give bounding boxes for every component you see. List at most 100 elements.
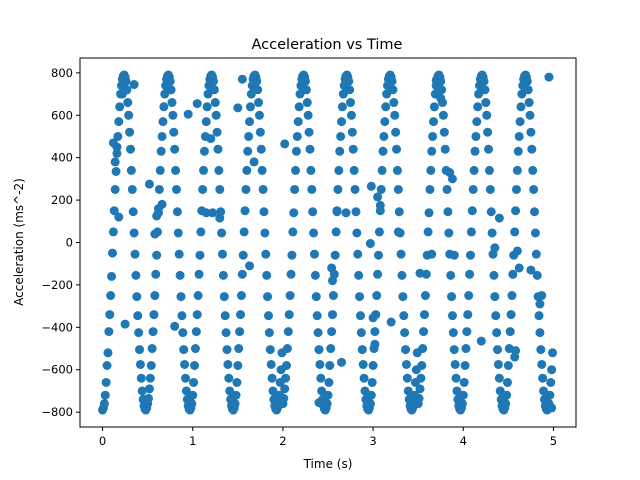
- data-point: [325, 361, 335, 370]
- data-point: [355, 311, 365, 321]
- data-point: [311, 292, 321, 302]
- data-point: [459, 377, 469, 387]
- data-point: [121, 76, 131, 86]
- data-point: [329, 269, 339, 279]
- data-point: [460, 361, 470, 370]
- y-tick-label: 600: [51, 108, 73, 122]
- data-point: [211, 110, 221, 120]
- data-point: [507, 291, 517, 301]
- data-point: [168, 110, 178, 120]
- data-point: [107, 271, 117, 281]
- data-point: [349, 165, 359, 175]
- data-point: [418, 344, 428, 354]
- data-point: [427, 146, 437, 156]
- data-point: [451, 373, 461, 383]
- data-point: [280, 139, 290, 149]
- data-point: [517, 89, 527, 99]
- data-point: [332, 206, 342, 216]
- data-point: [136, 373, 146, 383]
- data-point: [357, 345, 367, 355]
- data-point: [102, 361, 112, 370]
- data-point: [288, 227, 298, 237]
- data-point: [264, 328, 274, 338]
- data-point: [199, 165, 209, 175]
- data-point: [514, 263, 524, 273]
- data-point: [266, 359, 276, 369]
- data-point: [282, 344, 292, 354]
- data-point: [283, 327, 293, 337]
- data-point: [129, 80, 139, 90]
- data-point: [215, 184, 225, 194]
- data-point: [245, 102, 255, 112]
- data-point: [149, 310, 159, 320]
- data-point: [440, 144, 450, 154]
- data-point: [167, 98, 177, 108]
- data-point: [124, 110, 134, 120]
- data-point: [386, 317, 396, 327]
- data-point: [547, 365, 557, 375]
- data-point: [181, 373, 191, 383]
- data-point: [201, 117, 211, 127]
- data-point: [178, 328, 188, 338]
- data-point: [234, 344, 244, 354]
- data-point: [324, 377, 334, 387]
- data-point: [424, 208, 434, 218]
- y-tick-label: −800: [41, 405, 73, 419]
- data-point: [230, 399, 240, 409]
- x-tick-label: 1: [189, 434, 196, 448]
- data-point: [525, 110, 535, 120]
- data-point: [327, 327, 337, 337]
- data-point: [429, 102, 439, 112]
- data-point: [548, 348, 558, 358]
- data-point: [506, 310, 516, 320]
- data-point: [510, 352, 520, 362]
- data-point: [236, 310, 246, 320]
- data-point: [290, 184, 300, 194]
- data-point: [390, 110, 400, 120]
- data-point: [304, 127, 314, 137]
- data-point: [337, 102, 347, 112]
- data-point: [392, 165, 402, 175]
- data-point: [328, 310, 338, 320]
- data-point: [109, 206, 119, 216]
- data-point: [235, 327, 245, 337]
- data-point: [218, 270, 228, 280]
- data-point: [446, 270, 456, 280]
- data-point: [268, 386, 278, 396]
- data-point: [374, 227, 384, 237]
- data-point: [171, 165, 181, 175]
- data-point: [314, 398, 324, 408]
- data-point: [120, 319, 130, 329]
- data-point: [114, 212, 124, 222]
- data-point: [351, 207, 361, 217]
- data-point: [473, 102, 483, 112]
- data-point: [373, 192, 383, 202]
- data-point: [379, 131, 389, 141]
- data-point: [255, 127, 265, 137]
- data-point: [313, 328, 323, 338]
- data-point: [399, 311, 409, 321]
- data-point: [380, 117, 390, 127]
- data-point: [179, 345, 189, 355]
- data-point: [523, 85, 533, 95]
- data-point: [381, 102, 391, 112]
- data-point: [190, 344, 200, 354]
- data-point: [128, 207, 138, 217]
- data-point: [308, 207, 318, 217]
- data-point: [193, 291, 203, 301]
- data-point: [398, 292, 408, 302]
- data-point: [508, 269, 518, 279]
- x-axis: 0 1 2 3 4 5: [99, 427, 557, 448]
- plot-frame: [79, 57, 577, 428]
- data-point: [100, 390, 110, 400]
- data-point: [470, 146, 480, 156]
- y-tick-label: −400: [41, 320, 73, 334]
- data-point: [526, 127, 536, 137]
- data-point: [291, 165, 301, 175]
- data-point: [482, 110, 492, 120]
- data-point: [105, 310, 115, 320]
- data-point: [133, 311, 143, 321]
- data-point: [514, 131, 524, 141]
- y-tick-label: −600: [41, 363, 73, 377]
- data-point: [169, 127, 179, 137]
